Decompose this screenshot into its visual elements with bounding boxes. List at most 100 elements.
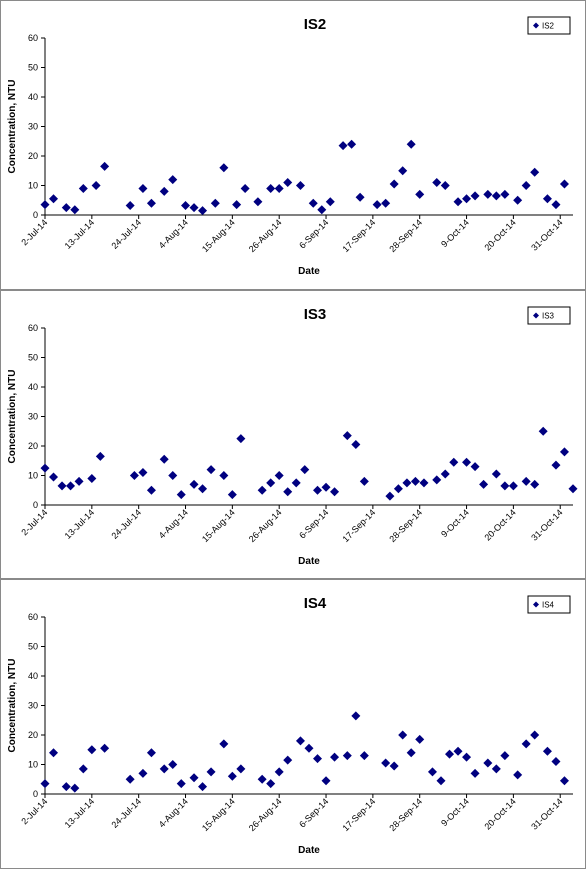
x-tick-label: 17-Sep-14 xyxy=(340,507,377,544)
data-point xyxy=(266,478,276,488)
x-tick-label: 28-Sep-14 xyxy=(387,507,424,544)
data-point xyxy=(283,755,293,765)
legend-marker xyxy=(533,601,539,608)
data-point xyxy=(359,476,369,486)
x-tick-label: 26-Aug-14 xyxy=(247,507,284,544)
data-point xyxy=(470,768,480,778)
data-point xyxy=(338,141,348,151)
y-tick-label: 20 xyxy=(28,151,38,161)
data-point xyxy=(300,465,310,475)
data-point xyxy=(210,198,220,208)
chart-panel-is4: IS4 Concentration, NTU Date 0 10 20 30 40 50 60 2-… xyxy=(0,579,586,869)
x-tick-label: 6-Sep-14 xyxy=(297,796,330,829)
data-point xyxy=(274,183,284,193)
data-point xyxy=(168,471,178,480)
data-point xyxy=(551,757,561,767)
data-point xyxy=(189,479,199,489)
legend-marker xyxy=(533,312,539,319)
data-point xyxy=(313,485,323,495)
x-tick-label: 26-Aug-14 xyxy=(247,217,284,254)
data-point xyxy=(291,478,301,488)
y-axis-label: Concentration, NTU xyxy=(7,80,18,174)
x-tick-label: 24-Jul-14 xyxy=(109,796,143,830)
x-tick-label: 6-Sep-14 xyxy=(297,217,330,250)
data-point xyxy=(206,767,216,777)
y-tick-label: 0 xyxy=(33,210,38,220)
y-axis-label: Concentration, NTU xyxy=(7,370,18,464)
data-point xyxy=(432,178,442,188)
x-tick-label: 28-Sep-14 xyxy=(387,217,424,254)
data-point xyxy=(189,203,199,213)
data-point xyxy=(168,175,178,185)
data-point xyxy=(138,768,148,778)
data-point xyxy=(219,739,229,749)
data-point xyxy=(398,730,408,740)
data-point xyxy=(453,746,463,756)
x-tick-label: 9-Oct-14 xyxy=(439,217,471,249)
data-point xyxy=(406,748,416,758)
x-tick-label: 31-Oct-14 xyxy=(529,507,564,542)
data-point xyxy=(304,743,314,753)
data-point xyxy=(470,462,480,472)
x-tick-label: 4-Aug-14 xyxy=(157,796,190,829)
data-point xyxy=(342,751,352,761)
data-point xyxy=(513,195,523,205)
data-point xyxy=(78,183,88,193)
data-point xyxy=(129,471,139,480)
data-point xyxy=(483,189,493,199)
legend-box xyxy=(527,595,571,614)
data-point xyxy=(530,167,540,177)
data-point xyxy=(479,479,489,489)
data-point xyxy=(330,487,340,497)
data-point xyxy=(381,198,391,208)
y-tick-label: 20 xyxy=(28,441,38,451)
data-point xyxy=(227,771,237,781)
data-point xyxy=(100,743,110,753)
data-point xyxy=(227,490,237,500)
data-point xyxy=(40,779,50,789)
data-point xyxy=(176,490,186,500)
y-tick-label: 10 xyxy=(28,760,38,770)
data-point xyxy=(389,761,399,771)
x-tick-label: 17-Sep-14 xyxy=(340,217,377,254)
y-tick-label: 0 xyxy=(33,500,38,510)
data-point xyxy=(542,746,552,756)
data-point xyxy=(551,460,561,470)
x-tick-label: 24-Jul-14 xyxy=(109,507,143,541)
data-point xyxy=(559,447,569,457)
x-axis-label: Date xyxy=(298,845,320,856)
data-point xyxy=(389,179,399,189)
data-point xyxy=(159,764,169,774)
y-tick-label: 50 xyxy=(28,63,38,73)
data-point xyxy=(91,181,101,190)
data-point xyxy=(542,194,552,204)
x-tick-label: 24-Jul-14 xyxy=(109,217,143,251)
data-point xyxy=(159,186,169,196)
data-point xyxy=(100,161,110,171)
y-tick-label: 60 xyxy=(28,612,38,622)
data-point xyxy=(521,476,531,486)
data-point xyxy=(181,201,191,211)
data-point xyxy=(257,774,267,784)
data-point xyxy=(325,197,335,207)
y-tick-label: 40 xyxy=(28,671,38,681)
data-point xyxy=(49,748,59,758)
x-tick-label: 9-Oct-14 xyxy=(439,507,471,539)
chart-is2-svg: IS2 Concentration, NTU Date 0 10 20 30 40 50 60 2-… xyxy=(7,16,573,277)
data-point xyxy=(491,764,501,774)
data-point xyxy=(40,463,50,473)
data-point xyxy=(462,457,472,467)
data-point xyxy=(78,764,88,774)
x-tick-label: 31-Oct-14 xyxy=(529,796,564,831)
data-point xyxy=(453,197,463,207)
data-point xyxy=(415,734,425,744)
data-point xyxy=(274,471,284,480)
legend-label: IS3 xyxy=(542,312,555,321)
data-point xyxy=(66,481,76,491)
data-point xyxy=(551,200,561,210)
data-point xyxy=(308,198,318,208)
data-point xyxy=(559,179,569,189)
y-tick-label: 50 xyxy=(28,353,38,363)
data-point xyxy=(321,482,331,492)
y-axis-label: Concentration, NTU xyxy=(7,659,18,753)
